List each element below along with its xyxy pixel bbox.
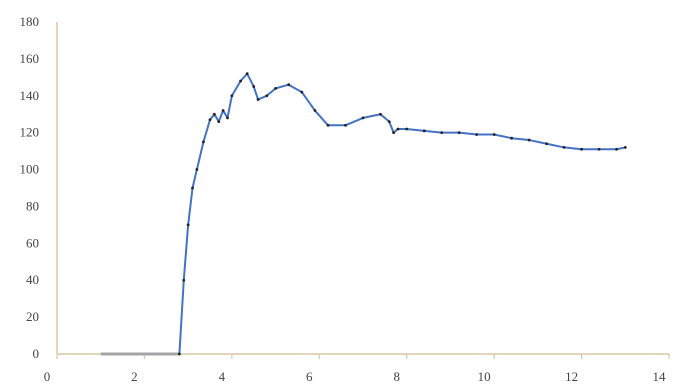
data-point [562,146,566,149]
data-point [300,90,304,94]
x-tick-label: 14 [653,369,667,384]
data-point [191,186,194,190]
data-point [545,142,548,146]
data-point [239,79,243,83]
data-point [212,112,216,116]
x-tick-label: 12 [565,369,578,384]
data-point [186,223,190,227]
data-point [230,94,234,98]
x-axis-tick-labels: 0 2 4 6 8 10 12 14 [44,369,666,384]
series-layer [100,72,626,356]
data-point [492,133,496,136]
data-point [178,352,181,356]
y-tick-label: 140 [20,88,40,103]
data-point [405,127,409,131]
y-tick-label: 180 [20,14,40,29]
data-point [379,112,382,116]
data-point [182,278,186,282]
data-point [221,109,225,112]
data-point [252,85,256,88]
data-point [287,83,291,87]
data-point [623,146,627,149]
data-point [326,123,330,127]
y-tick-label: 80 [26,198,39,213]
y-tick-label: 60 [26,235,39,250]
data-point [265,94,269,98]
data-point [527,138,531,142]
data-point [361,116,365,120]
data-point [457,131,461,135]
data-point [256,98,260,101]
y-tick-label: 0 [33,346,40,361]
data-point [422,129,426,133]
x-tick-label: 2 [131,369,138,384]
data-point [226,116,229,120]
y-tick-label: 20 [26,309,39,324]
series-line [178,72,626,355]
data-point [202,140,205,144]
x-tick-label: 10 [478,369,491,384]
data-point [392,131,395,135]
data-point [313,109,317,112]
data-markers [178,72,627,356]
y-tick-label: 120 [20,125,40,140]
y-tick-label: 160 [20,51,40,66]
data-point [580,147,583,151]
data-point [344,123,347,127]
y-axis-tick-labels: 0 20 40 60 80 100 120 140 160 180 [20,14,40,361]
data-point [475,133,479,136]
y-tick-label: 40 [26,272,39,287]
y-tick-label: 100 [20,162,40,177]
data-point [597,147,601,151]
x-tick-label: 6 [306,369,313,384]
x-tick-label: 4 [219,369,226,384]
data-point [510,136,514,140]
data-point [615,147,618,151]
data-point [245,72,249,76]
data-point [396,127,400,131]
data-point [274,87,277,90]
data-point [387,120,391,123]
data-point [208,118,212,122]
x-tick-label: 0 [44,369,51,384]
x-tick-label: 8 [393,369,400,384]
data-point [217,120,221,123]
data-point [440,131,444,135]
data-point [195,168,199,171]
